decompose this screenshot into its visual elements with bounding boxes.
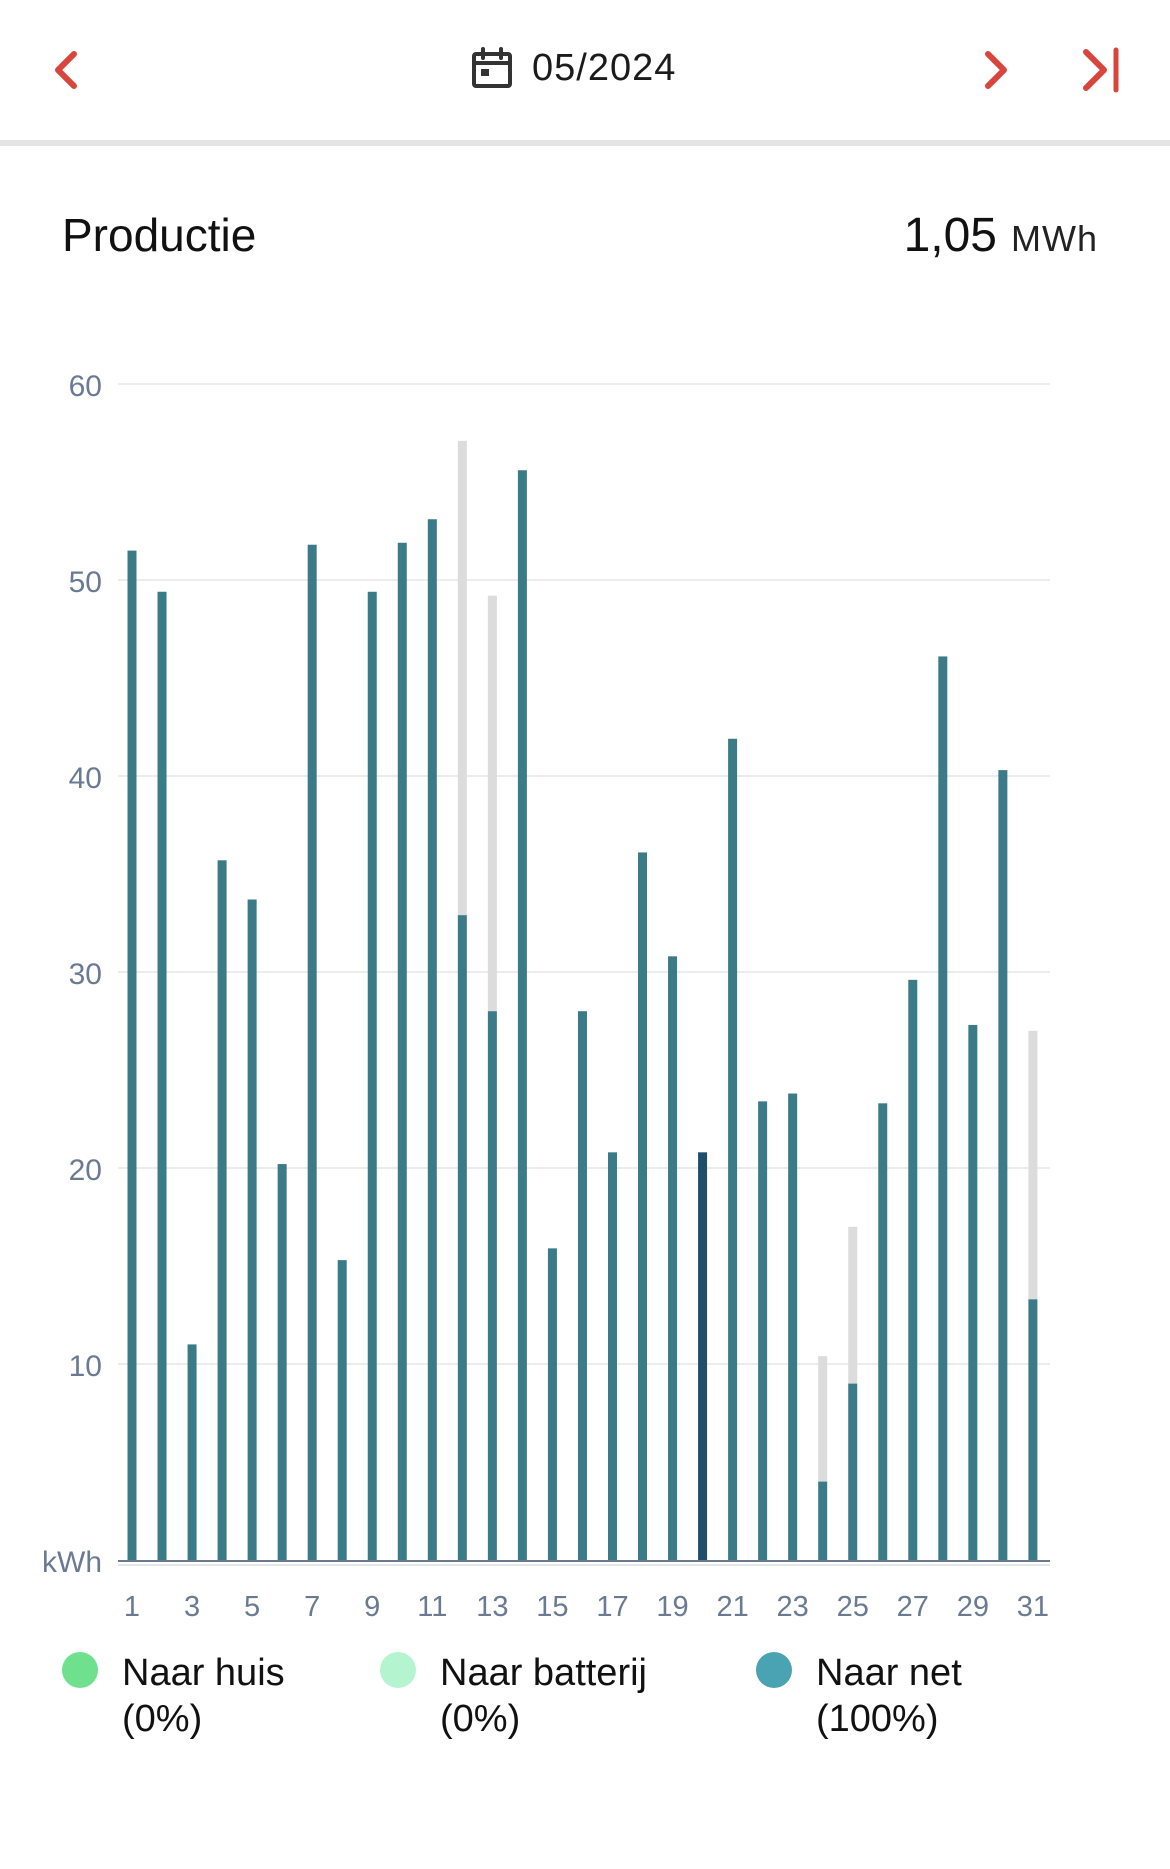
x-tick-label: 17 bbox=[596, 1591, 628, 1623]
y-tick-label: 10 bbox=[69, 1350, 102, 1383]
legend-dot-mint bbox=[380, 1652, 416, 1688]
bar-day-21 bbox=[728, 738, 738, 1560]
legend-percentage: (0%) bbox=[122, 1698, 203, 1740]
bar-day-28 bbox=[938, 656, 948, 1560]
x-tick-label: 25 bbox=[837, 1591, 869, 1623]
bar-day-8 bbox=[337, 1260, 347, 1560]
x-tick-label: 23 bbox=[777, 1591, 809, 1623]
bar-day-17 bbox=[607, 1152, 617, 1560]
y-tick-label: 20 bbox=[69, 1154, 102, 1187]
x-tick-label: 13 bbox=[476, 1591, 508, 1623]
previous-month-button[interactable] bbox=[36, 40, 96, 100]
x-tick-label: 15 bbox=[536, 1591, 568, 1623]
bar-day-9 bbox=[367, 591, 377, 1560]
x-tick-label: 1 bbox=[124, 1591, 140, 1623]
bar-day-1 bbox=[127, 550, 137, 1560]
bar-day-14 bbox=[517, 470, 527, 1560]
skip-to-end-icon bbox=[1083, 47, 1119, 93]
bar-day-13 bbox=[487, 1011, 497, 1560]
calendar-icon bbox=[472, 47, 512, 88]
legend-percentage: (100%) bbox=[816, 1698, 939, 1740]
bar-day-19 bbox=[668, 956, 678, 1560]
chevron-left-icon bbox=[55, 51, 77, 89]
bar-day-7 bbox=[307, 544, 317, 1560]
bar-day-26 bbox=[878, 1103, 888, 1560]
bar-stack-day-13 bbox=[487, 595, 497, 1012]
bar-stack-day-31 bbox=[1028, 1030, 1038, 1300]
bar-stack-day-24 bbox=[818, 1356, 828, 1482]
bar-day-4 bbox=[217, 860, 227, 1560]
bar-day-5 bbox=[247, 899, 257, 1560]
bar-day-27 bbox=[908, 979, 918, 1560]
x-tick-label: 21 bbox=[716, 1591, 748, 1623]
legend-label: Naar net bbox=[816, 1652, 962, 1694]
x-tick-label: 5 bbox=[244, 1591, 260, 1623]
bar-day-23 bbox=[788, 1093, 798, 1560]
x-tick-label: 3 bbox=[184, 1591, 200, 1623]
legend-item-to-house: Naar huis (0%) bbox=[62, 1650, 285, 1742]
top-bar: 05/2024 bbox=[0, 0, 1170, 140]
bar-day-6 bbox=[277, 1164, 287, 1560]
production-total: 1,05 MWh bbox=[904, 208, 1098, 263]
bar-day-22 bbox=[758, 1101, 768, 1560]
x-tick-label: 11 bbox=[417, 1591, 447, 1623]
bar-day-16 bbox=[577, 1011, 587, 1560]
bar-day-2 bbox=[157, 591, 167, 1560]
legend-item-to-grid: Naar net (100%) bbox=[756, 1650, 962, 1742]
next-month-button[interactable] bbox=[966, 40, 1026, 100]
x-tick-label: 7 bbox=[304, 1591, 320, 1623]
bar-day-30 bbox=[998, 770, 1008, 1560]
bar-day-15 bbox=[547, 1248, 557, 1560]
y-tick-label: 30 bbox=[69, 958, 102, 991]
header-divider bbox=[0, 140, 1170, 146]
legend-label: Naar batterij bbox=[440, 1652, 647, 1694]
chevron-right-icon bbox=[985, 51, 1007, 89]
total-value: 1,05 bbox=[903, 209, 997, 262]
bar-day-29 bbox=[968, 1024, 978, 1560]
bar-day-24 bbox=[818, 1481, 828, 1560]
legend-dot-teal bbox=[756, 1652, 792, 1688]
legend-label: Naar huis bbox=[122, 1652, 285, 1694]
y-tick-label: 60 bbox=[69, 370, 102, 403]
y-tick-label: 50 bbox=[69, 566, 102, 599]
bar-day-31 bbox=[1028, 1299, 1038, 1560]
bar-stack-day-25 bbox=[848, 1226, 858, 1384]
bar-day-3 bbox=[187, 1344, 197, 1560]
y-axis-unit: kWh bbox=[42, 1546, 102, 1579]
x-tick-label: 9 bbox=[364, 1591, 380, 1623]
selected-month: 05/2024 bbox=[532, 46, 677, 89]
legend-item-to-battery: Naar batterij (0%) bbox=[380, 1650, 647, 1742]
bar-day-12 bbox=[457, 915, 467, 1560]
y-tick-label: 40 bbox=[69, 762, 102, 795]
total-unit: MWh bbox=[1011, 218, 1098, 259]
section-title: Productie bbox=[62, 209, 257, 261]
x-tick-label: 29 bbox=[957, 1591, 989, 1623]
legend-percentage: (0%) bbox=[440, 1698, 521, 1740]
bar-day-18 bbox=[638, 852, 648, 1560]
bar-day-25 bbox=[848, 1383, 858, 1560]
bar-day-10 bbox=[397, 542, 407, 1560]
bar-day-11 bbox=[427, 519, 437, 1560]
last-month-button[interactable] bbox=[1072, 40, 1132, 100]
bar-day-20 bbox=[698, 1152, 708, 1560]
x-tick-label: 27 bbox=[897, 1591, 929, 1623]
bar-stack-day-12 bbox=[457, 440, 467, 916]
legend-dot-green bbox=[62, 1652, 98, 1688]
x-tick-label: 19 bbox=[656, 1591, 688, 1623]
x-tick-label: 31 bbox=[1017, 1591, 1049, 1623]
month-picker[interactable]: 05/2024 bbox=[470, 38, 676, 98]
